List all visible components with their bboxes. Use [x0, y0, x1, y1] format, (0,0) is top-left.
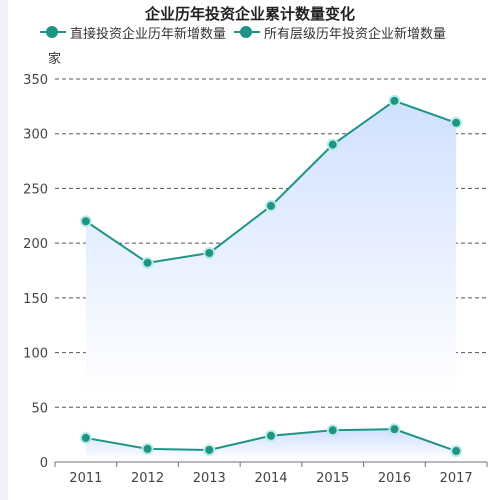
legend-item-direct[interactable]: 直接投资企业历年新增数量 — [40, 23, 226, 42]
y-tick-label-50: 50 — [31, 401, 48, 416]
y-tick-label-0: 0 — [40, 456, 48, 471]
y-tick-label-200: 200 — [23, 237, 48, 252]
left-edge-strip — [0, 0, 8, 500]
x-tick-label-2015: 2015 — [316, 471, 349, 486]
legend-item-all-levels[interactable]: 所有层级历年投资企业新增数量 — [234, 23, 446, 42]
data-point-series-0-2016[interactable] — [390, 96, 399, 105]
y-tick-label-250: 250 — [23, 182, 48, 197]
data-point-series-1-2017[interactable] — [452, 447, 461, 456]
data-point-series-0-2012[interactable] — [143, 258, 152, 267]
y-tick-label-150: 150 — [23, 292, 48, 307]
data-points — [79, 94, 463, 458]
data-point-series-1-2014[interactable] — [267, 431, 275, 440]
data-point-series-1-2011[interactable] — [81, 433, 90, 442]
data-point-series-1-2012[interactable] — [143, 444, 152, 453]
data-point-series-0-2011[interactable] — [81, 217, 90, 226]
area-fills — [85, 100, 457, 462]
data-point-series-1-2013[interactable] — [205, 445, 214, 454]
data-point-series-0-2013[interactable] — [205, 248, 214, 257]
chart-title: 企业历年投资企业累计数量变化 — [144, 5, 355, 23]
legend-label-direct: 直接投资企业历年新增数量 — [70, 26, 227, 42]
legend-marker-all-levels — [234, 25, 261, 39]
y-axis: 0 50 100 150 200 250 300 350 — [23, 73, 48, 471]
legend: 直接投资企业历年新增数量 所有层级历年投资企业新增数量 — [40, 22, 454, 42]
legend-label-all-levels: 所有层级历年投资企业新增数量 — [264, 26, 447, 42]
y-tick-label-350: 350 — [23, 73, 48, 88]
data-point-series-1-2015[interactable] — [328, 426, 337, 435]
x-tick-label-2011: 2011 — [69, 471, 102, 486]
x-tick-label-2017: 2017 — [440, 471, 473, 486]
x-tick-label-2013: 2013 — [193, 471, 226, 486]
legend-marker-direct — [40, 25, 66, 39]
y-tick-label-100: 100 — [23, 347, 48, 362]
data-point-series-1-2016[interactable] — [390, 425, 399, 434]
x-tick-label-2012: 2012 — [131, 471, 164, 486]
data-point-series-0-2015[interactable] — [328, 140, 337, 149]
data-point-series-0-2017[interactable] — [452, 118, 461, 127]
y-axis-unit-label: 家 — [48, 52, 62, 67]
area-fill-series-0 — [85, 100, 457, 393]
x-tick-label-2014: 2014 — [254, 471, 287, 486]
data-point-series-0-2014[interactable] — [267, 201, 275, 210]
x-tick-label-2016: 2016 — [378, 471, 411, 486]
area-fill-series-1 — [85, 429, 457, 462]
x-axis: 2011 2012 2013 2014 2015 2016 2017 — [54, 461, 488, 486]
y-tick-label-300: 300 — [23, 128, 48, 143]
